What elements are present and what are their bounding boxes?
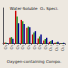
svg-text:O₈: O₈: [37, 44, 42, 49]
svg-text:O₁₀: O₁₀: [48, 44, 53, 51]
svg-text:O₆: O₆: [26, 44, 31, 49]
svg-text:O₄: O₄: [15, 44, 20, 49]
svg-text:O₁₁: O₁₁: [54, 44, 59, 51]
svg-text:O₇: O₇: [32, 44, 37, 49]
svg-text:O₃: O₃: [9, 44, 14, 49]
svg-text:Water-Soluble Oₓ Speci.: Water-Soluble Oₓ Speci.: [10, 6, 59, 11]
svg-text:O₁₂: O₁₂: [60, 44, 65, 51]
svg-text:O₉: O₉: [43, 44, 48, 49]
svg-text:O₅: O₅: [20, 44, 25, 49]
svg-text:Oxygen-containing Compo.: Oxygen-containing Compo.: [7, 59, 62, 64]
svg-text:O₂: O₂: [3, 44, 8, 49]
